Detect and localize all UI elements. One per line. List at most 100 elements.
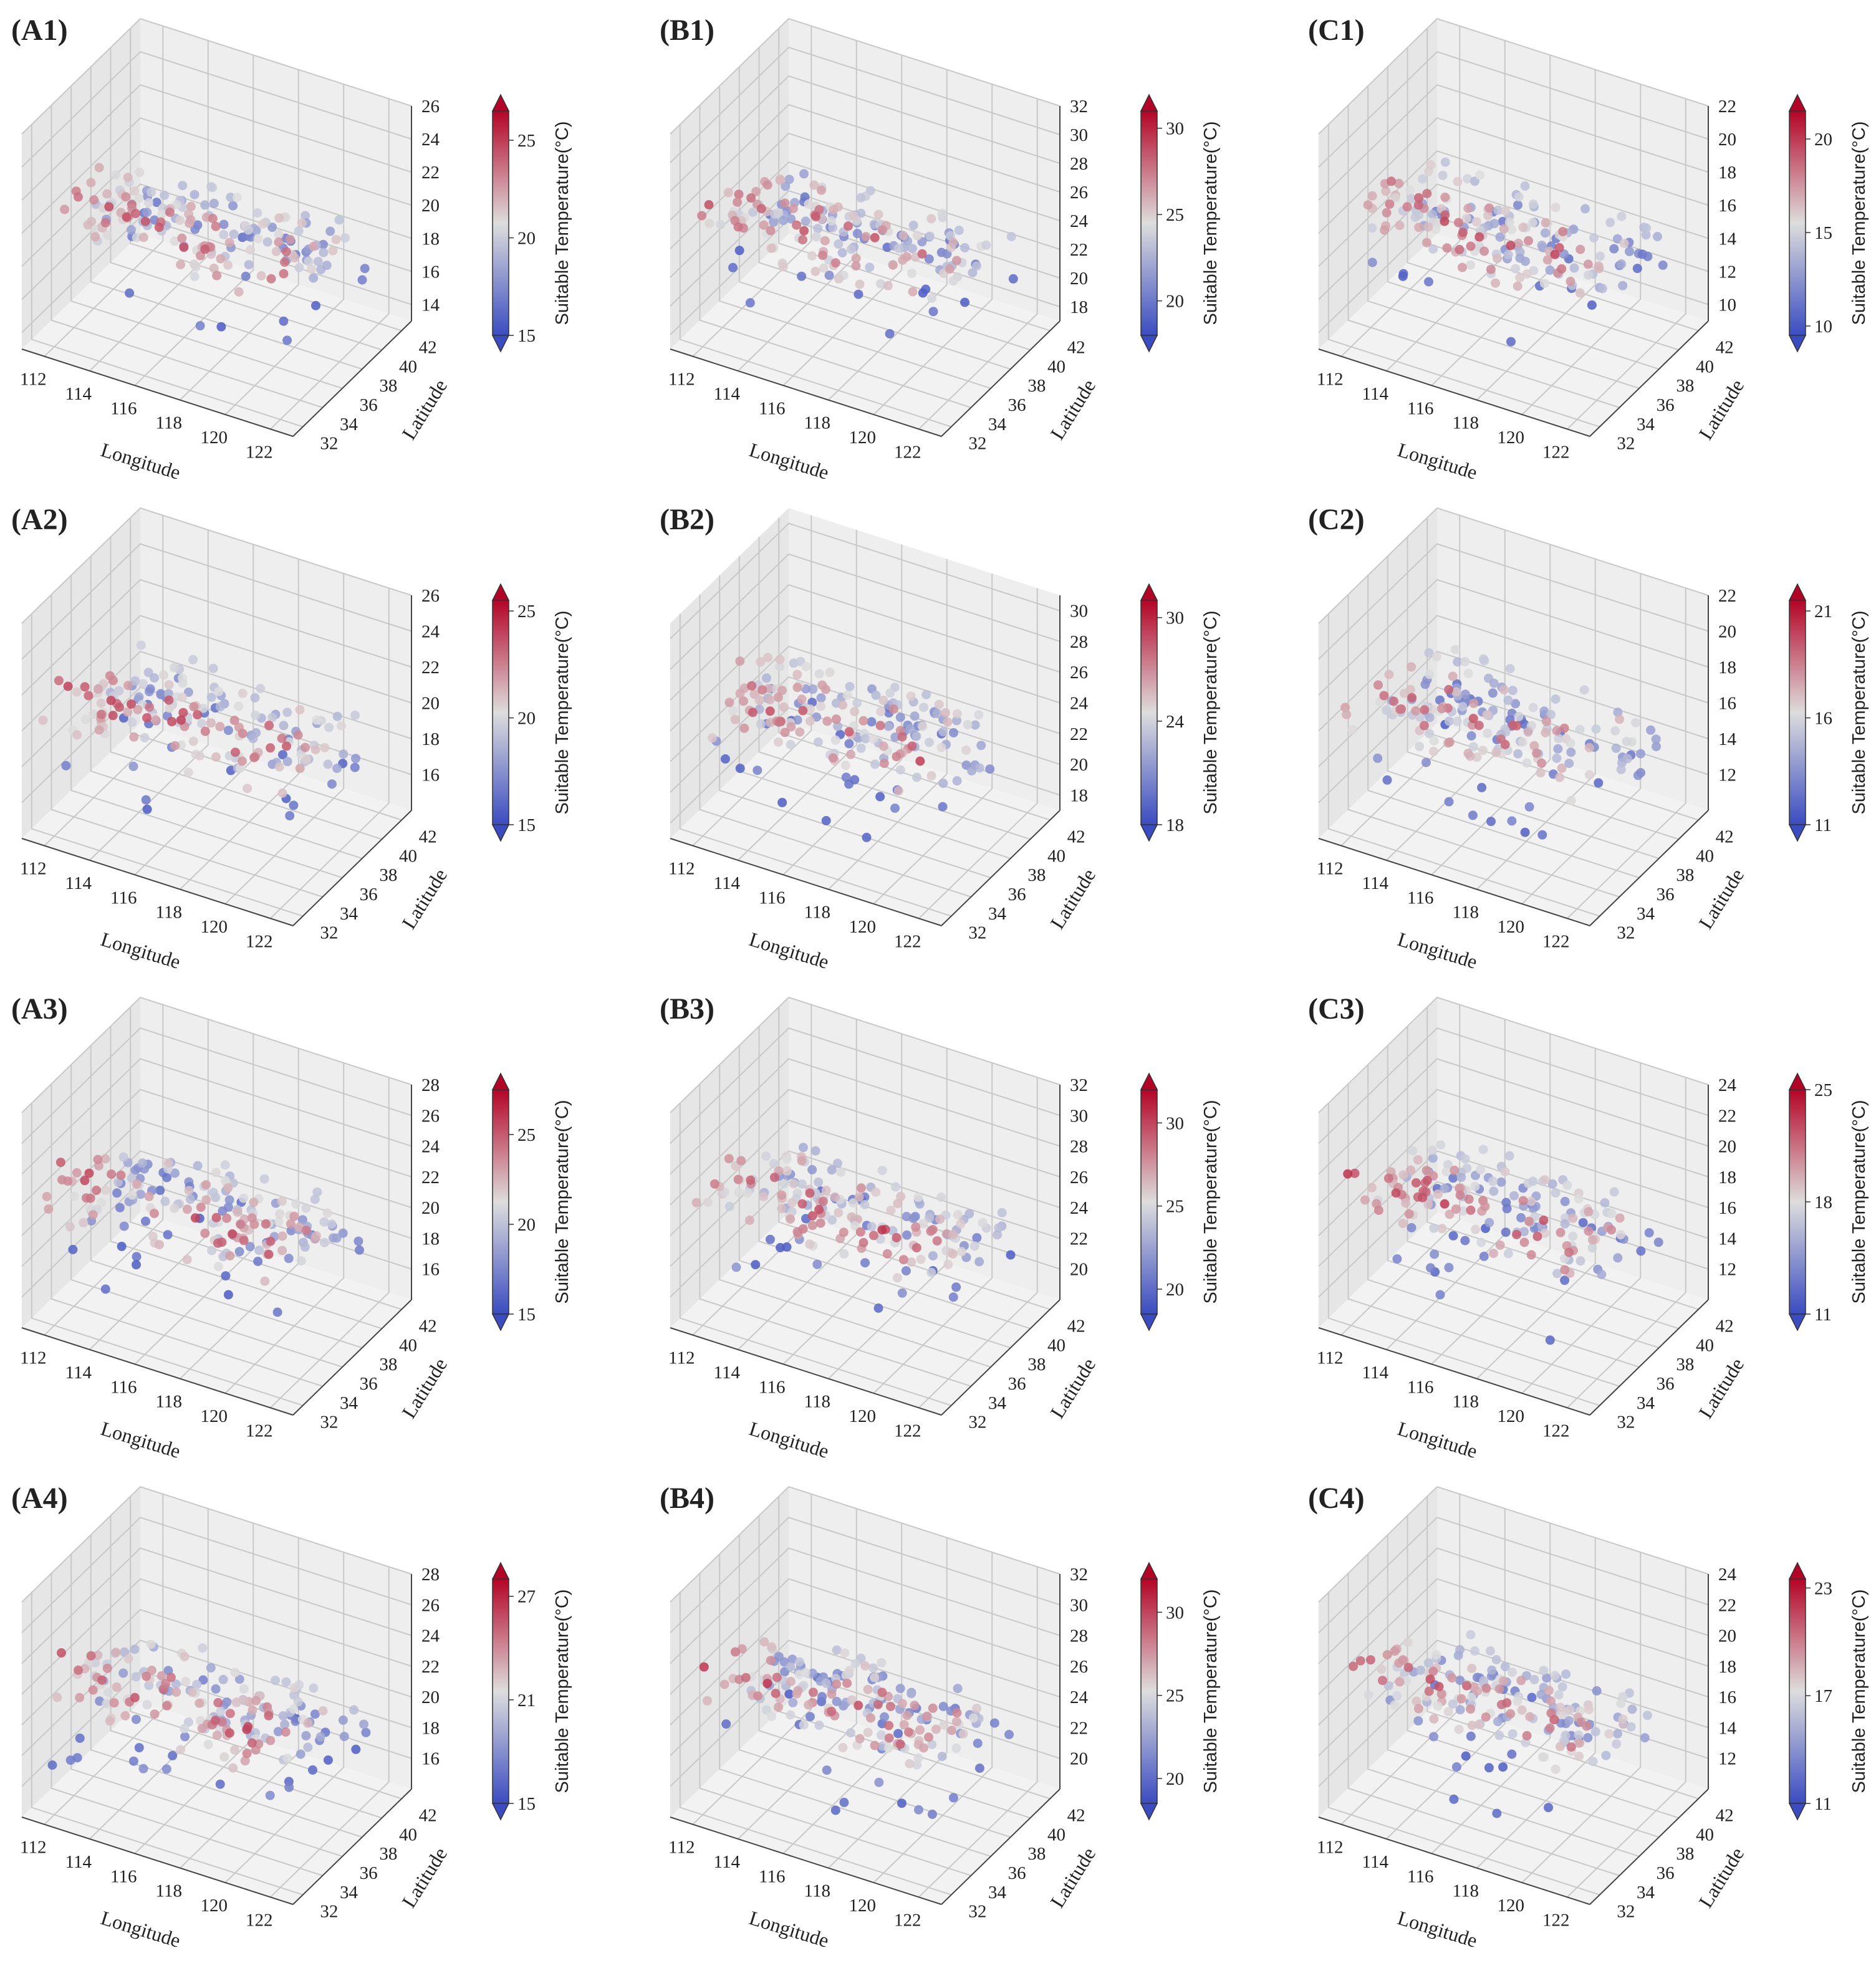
colorbar-tick-label: 27	[517, 1587, 536, 1607]
scatter-point	[164, 680, 174, 690]
axis-line-latitude	[292, 1299, 412, 1416]
scatter-point	[932, 709, 942, 719]
gridline-lon	[782, 1523, 903, 1855]
gridline-lat	[51, 105, 323, 408]
x-tick-label: 116	[110, 1866, 137, 1886]
scatter-point	[1428, 746, 1438, 756]
scatter-point	[1398, 1655, 1408, 1665]
scatter-point	[906, 691, 916, 701]
scatter-point	[905, 724, 915, 734]
scatter-point	[1503, 1249, 1513, 1259]
scatter-point	[233, 1207, 243, 1217]
scatter-point	[821, 816, 831, 825]
scatter-point	[736, 1156, 746, 1166]
scatter-point	[143, 668, 153, 678]
scatter-point	[90, 225, 100, 235]
scatter-point	[1420, 679, 1430, 689]
scatter-point	[176, 715, 186, 725]
scatter-point	[832, 1679, 842, 1689]
scatter-point	[1428, 244, 1438, 254]
scatter-point	[1631, 718, 1640, 727]
scatter-point	[774, 1702, 784, 1712]
z-tick-label: 32	[1070, 1565, 1088, 1585]
scatter-point	[883, 281, 893, 290]
scatter-point	[739, 723, 749, 733]
scatter-point	[160, 1196, 170, 1206]
z-tick-label: 18	[421, 1229, 440, 1249]
scatter-point	[877, 1658, 887, 1668]
scatter-point	[735, 656, 745, 666]
scatter-point	[797, 271, 807, 281]
scatter-point	[289, 1690, 299, 1700]
scatter-point	[1472, 1686, 1482, 1696]
colorbar-tick-label: 25	[517, 602, 536, 622]
scatter-point	[870, 759, 880, 769]
scatter-point	[772, 1673, 782, 1682]
scatter-point	[1502, 1204, 1512, 1214]
scatter-point	[921, 284, 931, 294]
y-tick-label: 36	[1657, 1374, 1675, 1394]
x-tick-label: 112	[1317, 370, 1343, 390]
scatter-point	[780, 727, 790, 737]
scatter-point	[1553, 744, 1563, 754]
gridline-lat	[1367, 85, 1640, 389]
colorbar-extend-bottom	[1788, 824, 1807, 842]
scatter-point	[931, 1724, 941, 1734]
colorbar	[1140, 110, 1158, 336]
y-tick-label: 42	[1067, 337, 1085, 357]
scatter-point	[884, 1733, 894, 1743]
scatter-point	[1488, 1249, 1498, 1259]
scatter-point	[723, 188, 733, 198]
gridline-lon	[1567, 1077, 1686, 1409]
scatter-point	[830, 1805, 840, 1815]
scatter-point	[1481, 1712, 1491, 1722]
scatter-point	[907, 268, 916, 278]
scatter-points	[47, 1639, 371, 1800]
grid-lines	[21, 507, 412, 919]
scatter-point	[1440, 216, 1450, 226]
scatter-point	[361, 1727, 371, 1737]
gridline-lat	[31, 1592, 304, 1896]
scatter-point	[146, 1639, 156, 1649]
x-tick-label: 116	[110, 398, 137, 418]
scatter-point	[927, 1809, 937, 1819]
scatter-point	[855, 279, 865, 289]
scatter-point	[1605, 218, 1615, 228]
scatter-point	[997, 1207, 1007, 1217]
scatter-point	[127, 225, 136, 235]
scatter-point	[850, 775, 860, 785]
scatter-point	[280, 257, 290, 267]
scatter-point	[1464, 1194, 1474, 1204]
scatter-point	[968, 1713, 978, 1723]
scatter-point	[1529, 1674, 1539, 1684]
z-tick-label: 22	[421, 1657, 440, 1677]
panel-label: (B1)	[660, 14, 714, 47]
scatter-point	[136, 640, 146, 650]
x-tick-label: 122	[894, 1421, 921, 1441]
scatter-point	[327, 779, 337, 789]
z-tick-label: 20	[421, 1198, 440, 1218]
scatter-point	[234, 287, 244, 297]
gridline-z	[670, 46, 1061, 163]
colorbar-extend-top	[1788, 1072, 1807, 1090]
scatter-point	[1492, 1808, 1502, 1818]
x-tick-label: 118	[1453, 413, 1479, 433]
scatter-point	[1458, 702, 1468, 712]
scatter-point	[1613, 1253, 1623, 1263]
scatter-point	[897, 1699, 907, 1709]
x-axis-label: Longitude	[747, 1417, 832, 1462]
gridline-lon	[918, 1567, 1038, 1898]
z-tick-label: 20	[421, 196, 440, 216]
panel-label: (C1)	[1308, 14, 1365, 47]
scatter-point	[1513, 200, 1522, 210]
scatter-point	[170, 741, 180, 751]
scatter-point	[781, 181, 791, 191]
scatter-point	[259, 1174, 269, 1184]
scatter-point	[1477, 782, 1487, 792]
gridline-lat	[719, 1553, 991, 1857]
scatter-point	[928, 1251, 938, 1261]
scatter-point	[1392, 1254, 1402, 1264]
scatter-point	[1440, 1184, 1450, 1194]
scatter-point	[924, 737, 934, 747]
